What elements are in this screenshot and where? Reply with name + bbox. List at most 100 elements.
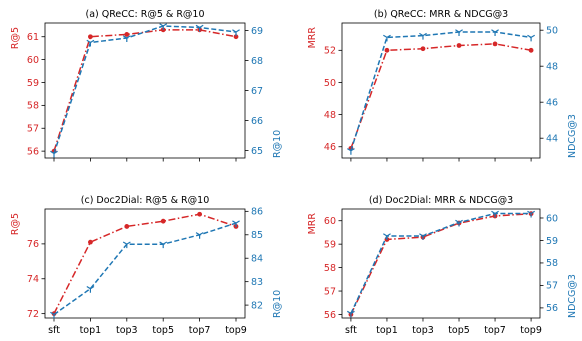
data-point <box>384 47 390 53</box>
data-point <box>195 232 204 239</box>
series-line-right <box>350 31 532 152</box>
x-tick-label: sft <box>48 325 60 336</box>
data-point <box>197 211 203 217</box>
x-tick-label: top5 <box>152 325 174 336</box>
data-point <box>383 233 391 240</box>
data-point <box>233 34 239 40</box>
left-tick-label: 76 <box>27 239 39 250</box>
left-tick-label: 59 <box>324 239 336 250</box>
plot-frame <box>44 22 246 159</box>
data-point <box>232 220 240 228</box>
right-tick-label: 83 <box>251 277 263 288</box>
right-tick-label: 65 <box>251 146 263 157</box>
data-point <box>491 210 499 218</box>
chart-title: (d) Doc2Dial: MRR & NDCG@3 <box>369 195 513 206</box>
left-tick-label: 50 <box>324 78 336 89</box>
x-tick-label: top3 <box>412 325 434 336</box>
data-point <box>50 150 58 158</box>
left-tick-label: 48 <box>324 110 336 121</box>
right-axis-label: R@10 <box>272 290 283 318</box>
data-point <box>124 224 130 229</box>
x-tick-label: top9 <box>225 325 247 336</box>
left-tick-label: 74 <box>27 274 39 285</box>
right-tick-label: 44 <box>546 134 558 145</box>
data-point <box>527 210 536 218</box>
right-tick-label: 66 <box>251 116 263 127</box>
data-point <box>122 241 131 249</box>
data-point <box>195 24 204 32</box>
data-point <box>346 310 355 318</box>
right-tick-label: 50 <box>546 26 558 37</box>
data-point <box>232 29 240 36</box>
series-line-right <box>53 25 237 154</box>
x-tick-label: top7 <box>189 325 211 336</box>
data-point <box>492 41 498 47</box>
plot-frame <box>341 22 541 159</box>
left-axis-label: R@5 <box>10 213 21 235</box>
plot-frame <box>44 208 246 319</box>
series-line-left <box>350 212 532 315</box>
left-tick-label: 72 <box>27 309 39 320</box>
x-tick-label: top7 <box>484 325 506 336</box>
chart-panel-4: (d) Doc2Dial: MRR & NDCG@3 56 57 58 59 60 56 57… <box>307 195 578 336</box>
right-tick-label: 60 <box>546 213 558 224</box>
data-point <box>456 43 462 48</box>
left-tick-label: 58 <box>27 101 39 112</box>
x-tick-label: top9 <box>520 325 542 336</box>
left-tick-label: 57 <box>27 124 39 135</box>
right-tick-label: 68 <box>251 56 263 67</box>
data-point <box>160 218 166 224</box>
right-tick-label: 48 <box>546 62 558 73</box>
data-point <box>86 39 95 47</box>
data-point <box>420 46 426 52</box>
right-tick-label: 82 <box>251 300 263 311</box>
left-tick-label: 61 <box>27 32 39 43</box>
left-tick-label: 57 <box>324 286 336 297</box>
x-tick-label: top5 <box>448 325 470 336</box>
left-tick-label: 56 <box>324 310 336 321</box>
data-point <box>50 311 58 319</box>
left-tick-label: 60 <box>324 216 336 227</box>
left-axis-label: MRR <box>307 27 318 49</box>
series-line-left <box>53 213 237 314</box>
left-tick-label: 52 <box>324 46 336 57</box>
left-tick-label: 60 <box>27 55 39 66</box>
data-point <box>455 29 463 36</box>
left-axis-label: MRR <box>307 213 318 235</box>
data-point <box>88 34 93 40</box>
data-point <box>346 148 355 155</box>
left-tick-label: 46 <box>324 142 336 153</box>
series-line-left <box>53 29 237 152</box>
chart-panel-2: (b) QReCC: MRR & NDCG@3 46 48 50 52 44 46 48 50 M… <box>307 9 578 162</box>
data-point <box>159 241 168 249</box>
right-tick-label: 85 <box>251 230 263 241</box>
right-tick-label: 58 <box>546 258 558 269</box>
data-point <box>122 35 131 42</box>
chart-panel-3: (c) Doc2Dial: R@5 & R@10 72 74 76 82 83 84 85 86… <box>10 195 283 336</box>
right-tick-label: 59 <box>546 236 558 247</box>
data-point <box>491 29 499 36</box>
data-point <box>86 285 95 293</box>
right-tick-label: 46 <box>546 98 558 109</box>
x-tick-label: top3 <box>116 325 138 336</box>
series-line-right <box>350 212 532 314</box>
data-point <box>88 239 93 245</box>
data-point <box>455 219 463 227</box>
data-point <box>124 32 130 37</box>
right-tick-label: 57 <box>546 281 558 292</box>
chart-panel-1: (a) QReCC: R@5 & R@10 56 57 58 59 60 61 65 66 67 6… <box>10 9 283 162</box>
chart-title: (a) QReCC: R@5 & R@10 <box>85 9 204 20</box>
data-point <box>383 34 391 42</box>
left-axis-label: R@5 <box>10 27 21 49</box>
right-axis-label: R@10 <box>272 130 283 158</box>
data-point <box>527 34 536 42</box>
series-line-right <box>53 222 237 316</box>
right-axis-label: NDCG@3 <box>567 114 578 158</box>
right-axis-label: NDCG@3 <box>567 274 578 318</box>
x-tick-label: top1 <box>80 325 102 336</box>
plot-frame <box>341 208 541 319</box>
right-tick-label: 56 <box>546 303 558 314</box>
left-tick-label: 56 <box>27 146 39 157</box>
right-tick-label: 84 <box>251 254 263 265</box>
